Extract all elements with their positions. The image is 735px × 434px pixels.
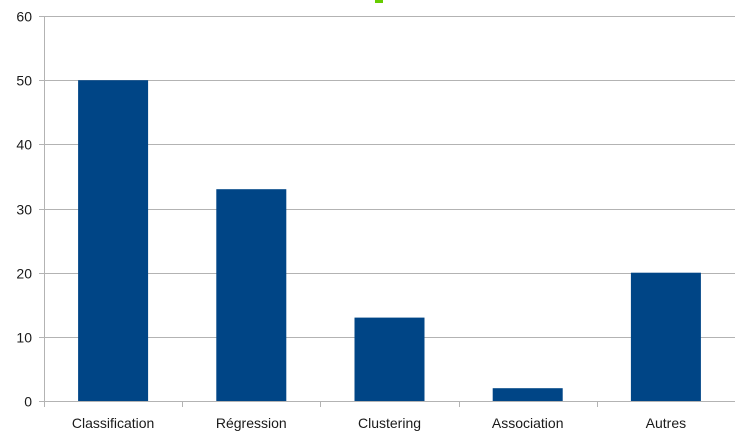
y-tick-label: 30: [16, 202, 32, 218]
bar-autres: [630, 272, 701, 401]
axes: [39, 16, 735, 407]
y-tick-labels: 0 10 20 30 40 50 60: [16, 9, 32, 410]
bars: [78, 80, 701, 401]
y-tick-label: 40: [16, 137, 32, 153]
bar-classification: [78, 80, 149, 401]
y-tick-label: 50: [16, 73, 32, 89]
x-category-label: Autres: [646, 415, 686, 431]
bar-clustering: [354, 317, 425, 401]
x-category-labels: Classification Régression Clustering Associ…: [72, 415, 686, 431]
chart-title-fragment: [375, 0, 383, 3]
x-category-label: Association: [492, 415, 564, 431]
bar-association: [492, 388, 563, 401]
y-tick-label: 20: [16, 266, 32, 282]
chart-title-area: [375, 0, 383, 3]
x-category-label: Clustering: [358, 415, 421, 431]
gridlines: [44, 16, 735, 338]
y-tick-label: 10: [16, 330, 32, 346]
x-category-label: Régression: [216, 415, 287, 431]
bar-régression: [216, 189, 287, 401]
y-tick-label: 0: [24, 394, 32, 410]
x-category-label: Classification: [72, 415, 154, 431]
y-tick-label: 60: [16, 9, 32, 25]
